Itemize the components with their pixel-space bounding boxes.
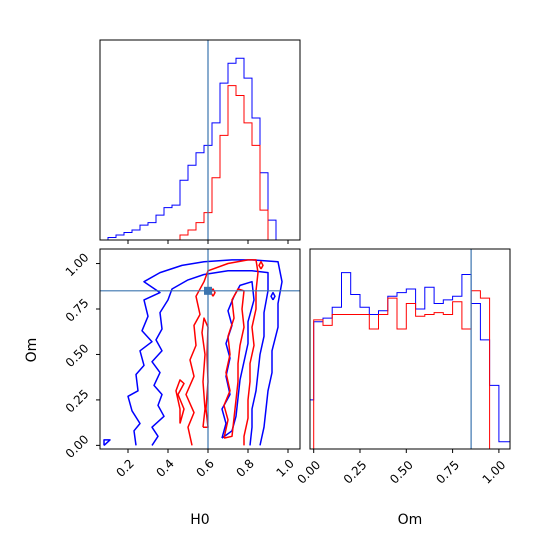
hist-Om-xtick-label-1: 0.25 bbox=[341, 458, 370, 487]
hist-Om-panel: 0.00 0.25 0.50 0.75 1.00 bbox=[294, 248, 511, 487]
contour-blue-3 bbox=[221, 280, 255, 439]
contour-blue-1 bbox=[127, 259, 283, 446]
contour-xtick-label-3: 0.8 bbox=[233, 456, 256, 479]
contour-lines bbox=[103, 259, 283, 446]
hist-H0-frame bbox=[99, 39, 301, 241]
contour-blue-2 bbox=[151, 270, 269, 446]
truth-marker bbox=[204, 286, 212, 295]
contour-ytick-label-2: 0.50 bbox=[63, 341, 92, 370]
contour-red-5 bbox=[185, 259, 259, 446]
hist-H0-series-red bbox=[100, 85, 276, 241]
contour-H0-Om-panel: 0.2 0.4 0.6 0.8 1.0 0.00 0.25 0.50 0.75 1.00 bbox=[63, 248, 301, 480]
hist-Om-series-blue bbox=[309, 272, 511, 449]
contour-xtick-label-1: 0.4 bbox=[153, 456, 176, 479]
hist-Om-xtick-label-4: 1.00 bbox=[480, 458, 509, 487]
hist-Om-xtick-label-3: 0.75 bbox=[433, 458, 462, 487]
hist-Om-xtick-label-0: 0.00 bbox=[294, 458, 323, 487]
x-axis-label-om: Om bbox=[398, 512, 423, 528]
contour-red-7 bbox=[223, 288, 245, 439]
contour-xtick-label-4: 1.0 bbox=[273, 456, 296, 479]
contour-red-8 bbox=[201, 317, 209, 428]
x-axis-label-h0: H0 bbox=[190, 512, 209, 528]
contour-ytick-label-1: 0.25 bbox=[63, 387, 92, 416]
contour-blue-0 bbox=[103, 439, 111, 446]
contour-red-10 bbox=[258, 260, 264, 270]
contour-ytick-label-3: 0.75 bbox=[63, 296, 92, 325]
contour-frame bbox=[99, 248, 301, 450]
contour-red-6 bbox=[175, 379, 185, 424]
contour-xtick-label-0: 0.2 bbox=[113, 456, 136, 479]
y-axis-label-om: Om bbox=[24, 338, 40, 363]
contour-ytick-label-4: 1.00 bbox=[63, 250, 92, 279]
hist-H0-series-blue bbox=[100, 57, 277, 241]
contour-blue-4 bbox=[270, 291, 276, 301]
contour-ytick-label-0: 0.00 bbox=[63, 432, 92, 461]
hist-Om-xtick-label-2: 0.50 bbox=[387, 458, 416, 487]
contour-xtick-label-2: 0.6 bbox=[193, 456, 216, 479]
hist-H0-panel bbox=[99, 39, 301, 244]
hist-Om-frame bbox=[309, 248, 511, 450]
